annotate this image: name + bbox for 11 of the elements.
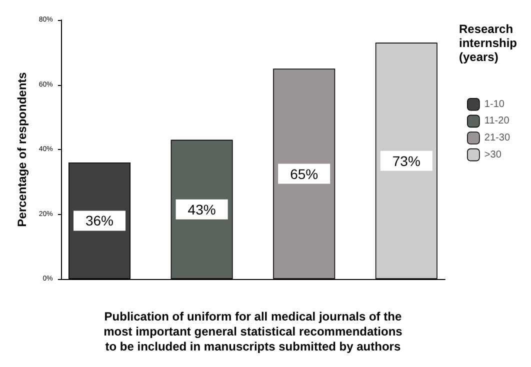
- legend-label: 11-20: [484, 116, 510, 127]
- legend-label: 21-30: [484, 132, 510, 144]
- data-label: 36%: [85, 212, 114, 229]
- y-axis-title: Percentage of respondents: [15, 72, 29, 227]
- data-label: 65%: [290, 166, 318, 182]
- data-label: 73%: [392, 152, 420, 169]
- legend-title: Research internship (years): [459, 22, 518, 64]
- legend-label: >30: [484, 149, 502, 160]
- x-axis-title: Publication of uniform for all medical journals of the most important general statistical recommendations to be included in manuscripts submitted by authors: [104, 310, 403, 354]
- data-label: 43%: [188, 201, 216, 218]
- legend-label: 1-10: [484, 98, 505, 110]
